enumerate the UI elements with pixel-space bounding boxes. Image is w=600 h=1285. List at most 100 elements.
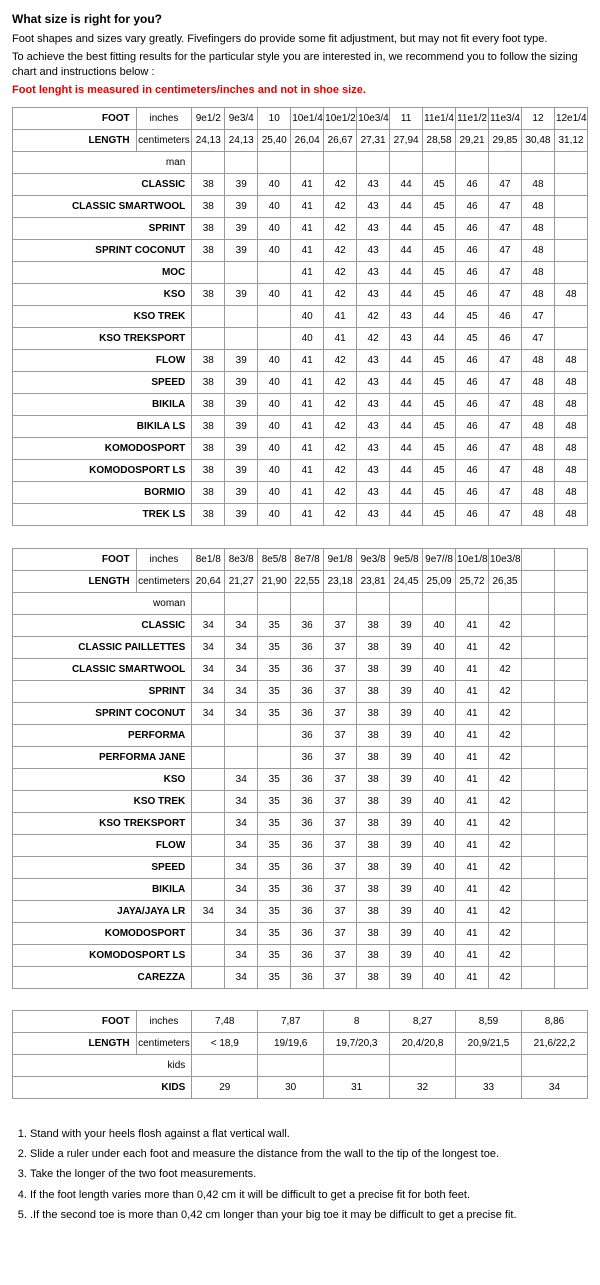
size-cell: 43 <box>357 416 390 438</box>
size-cell: 46 <box>456 218 489 240</box>
cm-value: 25,40 <box>258 130 291 152</box>
empty-cell <box>554 152 587 174</box>
size-cell: 47 <box>489 350 522 372</box>
empty-cell <box>456 592 489 614</box>
cm-value: 21,27 <box>225 570 258 592</box>
size-cell: 40 <box>423 922 456 944</box>
size-cell: 45 <box>423 350 456 372</box>
size-cell <box>192 724 225 746</box>
model-name: KOMODOSPORT LS <box>13 460 192 482</box>
cm-value: < 18,9 <box>192 1033 258 1055</box>
size-cell: 42 <box>489 812 522 834</box>
size-cell: 43 <box>357 504 390 526</box>
size-cell <box>521 856 554 878</box>
inches-value: 11e1/2 <box>456 108 489 130</box>
empty-cell <box>456 152 489 174</box>
size-cell: 41 <box>291 262 324 284</box>
model-name: KSO TREKSPORT <box>13 328 192 350</box>
size-cell: 38 <box>357 856 390 878</box>
size-cell: 34 <box>225 768 258 790</box>
size-cell: 39 <box>225 504 258 526</box>
size-cell: 36 <box>291 922 324 944</box>
size-cell <box>192 306 225 328</box>
length-label: LENGTH <box>13 130 137 152</box>
size-cell: 35 <box>258 680 291 702</box>
inches-value: 10e3/4 <box>357 108 390 130</box>
size-cell: 41 <box>456 680 489 702</box>
size-cell: 39 <box>390 658 423 680</box>
inches-label: inches <box>136 1011 192 1033</box>
size-cell: 38 <box>192 438 225 460</box>
cm-value: 21,90 <box>258 570 291 592</box>
size-cell: 46 <box>456 438 489 460</box>
kids-size-table: FOOTinches7,487,8788,278,598,86LENGTHcen… <box>12 1010 588 1113</box>
size-cell: 39 <box>225 218 258 240</box>
cm-value <box>554 570 587 592</box>
inches-value <box>554 548 587 570</box>
size-cell: 35 <box>258 790 291 812</box>
size-cell: 40 <box>258 460 291 482</box>
size-cell: 38 <box>357 922 390 944</box>
size-cell: 41 <box>456 724 489 746</box>
size-cell <box>521 636 554 658</box>
size-cell: 38 <box>192 372 225 394</box>
size-cell: 42 <box>324 372 357 394</box>
size-cell: 44 <box>390 460 423 482</box>
cm-value: 28,58 <box>423 130 456 152</box>
size-cell <box>521 812 554 834</box>
inches-value: 11 <box>390 108 423 130</box>
size-cell: 36 <box>291 856 324 878</box>
size-cell: 37 <box>324 636 357 658</box>
size-cell <box>192 768 225 790</box>
inches-value: 7,48 <box>192 1011 258 1033</box>
model-name: KOMODOSPORT LS <box>13 944 192 966</box>
size-cell: 43 <box>357 174 390 196</box>
size-cell: 34 <box>225 944 258 966</box>
size-cell: 36 <box>291 834 324 856</box>
inches-value: 10e1/2 <box>324 108 357 130</box>
model-name: KSO <box>13 768 192 790</box>
size-cell: 46 <box>456 350 489 372</box>
size-cell: 39 <box>390 790 423 812</box>
model-name: CAREZZA <box>13 966 192 988</box>
size-cell: 39 <box>390 680 423 702</box>
model-name: KSO TREK <box>13 790 192 812</box>
size-cell: 38 <box>357 944 390 966</box>
size-cell: 34 <box>192 900 225 922</box>
empty-cell <box>258 1055 324 1077</box>
size-cell: 45 <box>423 218 456 240</box>
size-cell <box>225 724 258 746</box>
size-cell: 35 <box>258 614 291 636</box>
size-cell: 36 <box>291 768 324 790</box>
woman-size-table: FOOTinches8e1/88e3/88e5/88e7/89e1/89e3/8… <box>12 548 588 1003</box>
inches-value <box>521 548 554 570</box>
size-cell: 46 <box>456 240 489 262</box>
gender-label: man <box>13 152 192 174</box>
size-cell: 48 <box>554 394 587 416</box>
size-cell: 42 <box>489 746 522 768</box>
size-cell: 39 <box>225 284 258 306</box>
size-cell: 43 <box>357 372 390 394</box>
size-cell: 41 <box>324 306 357 328</box>
size-cell: 35 <box>258 658 291 680</box>
size-cell: 44 <box>390 504 423 526</box>
size-cell: 39 <box>225 460 258 482</box>
size-cell: 29 <box>192 1077 258 1099</box>
size-cell: 37 <box>324 680 357 702</box>
size-cell <box>554 636 587 658</box>
size-cell: 38 <box>357 614 390 636</box>
empty-cell <box>291 152 324 174</box>
model-name: KOMODOSPORT <box>13 922 192 944</box>
size-cell: 42 <box>324 174 357 196</box>
cm-label: centimeters <box>136 1033 192 1055</box>
size-cell: 39 <box>225 350 258 372</box>
cm-value: 20,9/21,5 <box>456 1033 522 1055</box>
size-cell: 48 <box>521 504 554 526</box>
empty-cell <box>192 152 225 174</box>
size-cell <box>192 944 225 966</box>
size-cell: 42 <box>324 218 357 240</box>
size-cell: 41 <box>456 658 489 680</box>
size-cell <box>554 944 587 966</box>
model-name: SPRINT COCONUT <box>13 240 192 262</box>
size-cell <box>554 768 587 790</box>
